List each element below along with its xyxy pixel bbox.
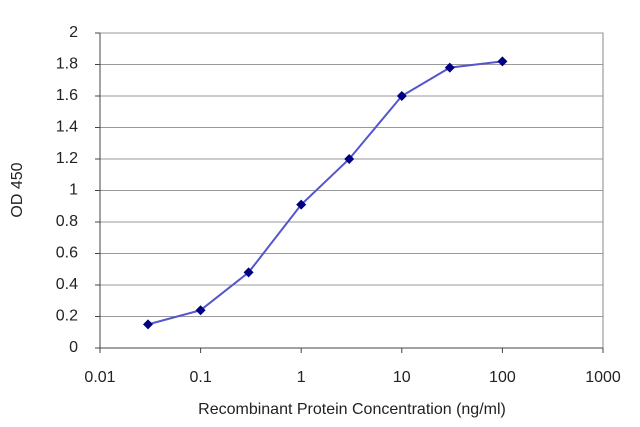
x-axis-label: Recombinant Protein Concentration (ng/ml… xyxy=(198,401,506,418)
y-tick-label: 0.8 xyxy=(56,213,78,230)
data-point xyxy=(296,199,307,210)
y-tick-label: 0.6 xyxy=(56,245,78,262)
y-tick-label: 1.8 xyxy=(56,56,78,73)
data-point xyxy=(396,91,407,101)
data-point xyxy=(497,56,508,67)
y-tick-label: 2 xyxy=(69,24,78,41)
y-tick-label: 1 xyxy=(69,182,78,199)
data-point xyxy=(243,267,254,278)
x-tick-label: 10 xyxy=(393,369,411,386)
x-tick-label: 0.01 xyxy=(84,369,115,386)
y-tick-label: 1.2 xyxy=(56,150,78,167)
y-tick-label: 1.4 xyxy=(56,119,78,136)
y-tick-label: 0.2 xyxy=(56,308,78,325)
y-axis-label: OD 450 xyxy=(9,162,26,217)
series-line xyxy=(147,60,503,326)
data-point xyxy=(195,305,206,316)
x-tick-label: 1 xyxy=(297,369,306,386)
y-tick-label: 1.6 xyxy=(56,87,78,104)
y-tick-label: 0.4 xyxy=(56,276,78,293)
data-point xyxy=(444,62,455,73)
x-tick-label: 0.1 xyxy=(189,369,211,386)
data-point xyxy=(344,154,355,164)
data-point xyxy=(142,319,153,330)
x-tick-label: 1000 xyxy=(585,369,621,386)
y-tick-label: 0 xyxy=(69,339,78,356)
x-tick-label: 100 xyxy=(489,369,516,386)
